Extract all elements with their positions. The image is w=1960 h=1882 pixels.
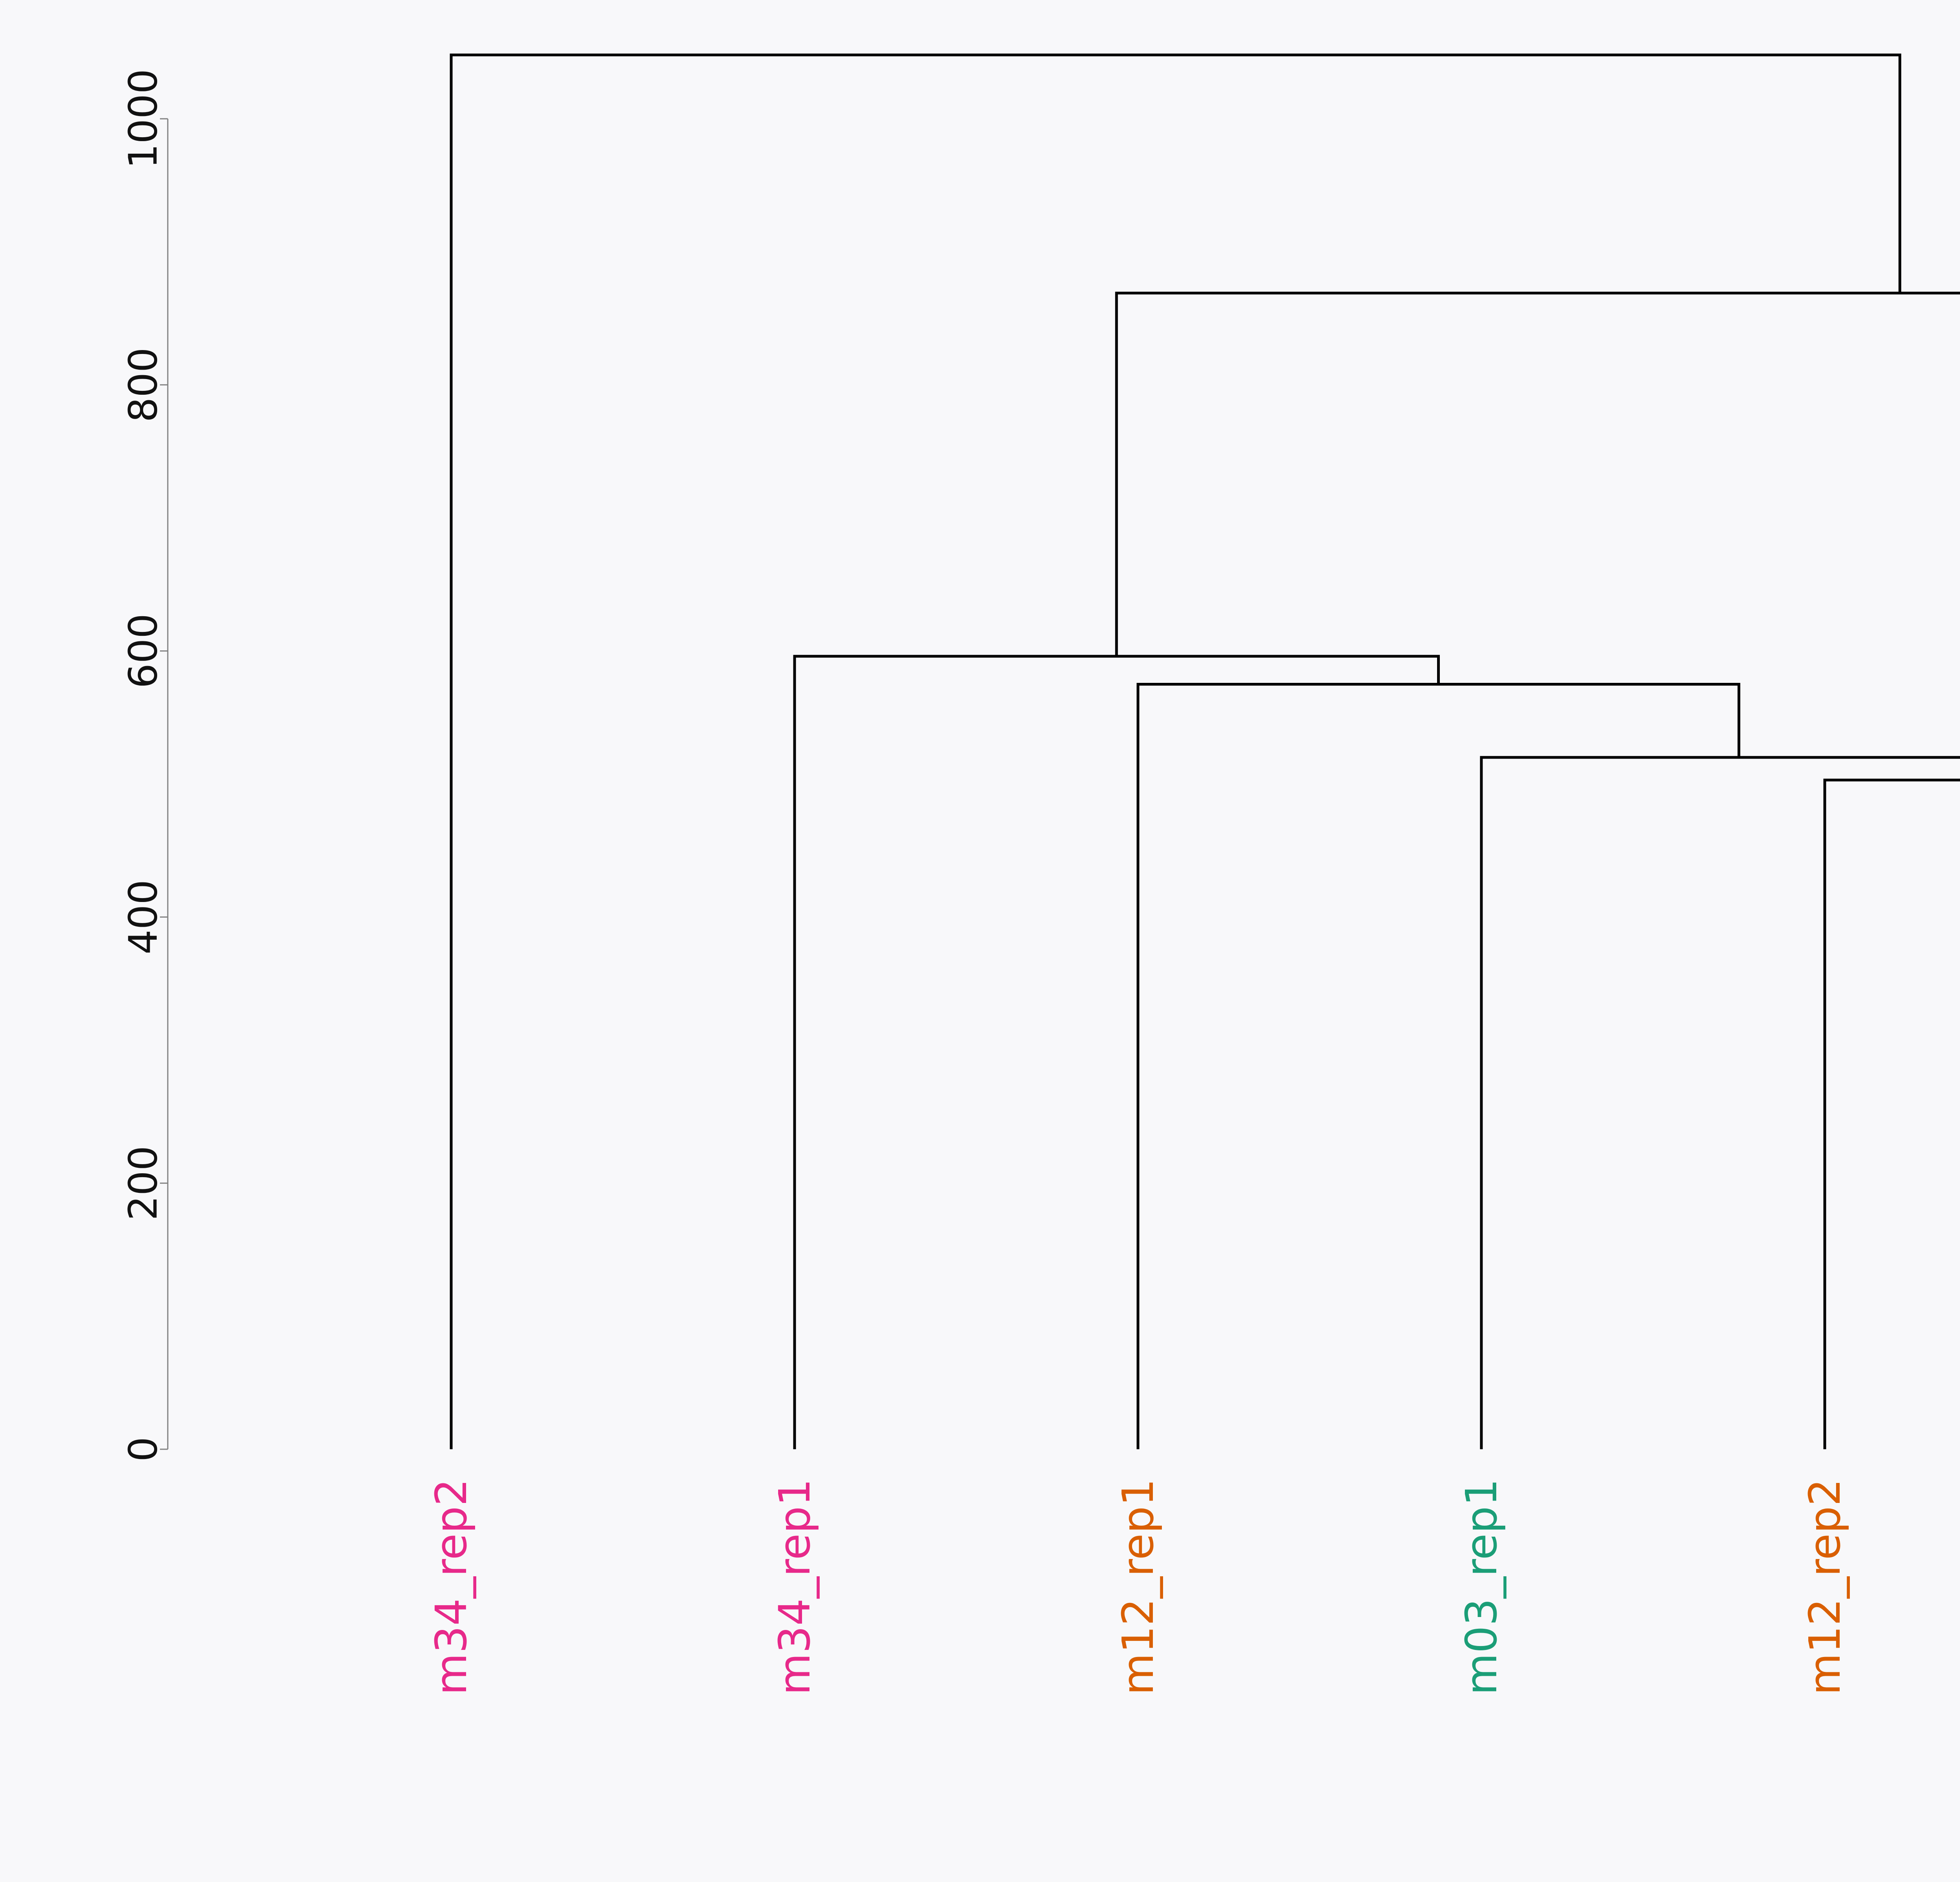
leaf-label-m34_rep1: m34_rep1 bbox=[769, 1479, 820, 1695]
leaf-label-m12_rep2: m12_rep2 bbox=[1800, 1479, 1850, 1695]
y-axis-tick-label: 800 bbox=[120, 347, 166, 422]
leaf-label-m03_rep1: m03_rep1 bbox=[1456, 1479, 1506, 1695]
y-axis-tick-label: 0 bbox=[120, 1437, 166, 1462]
y-axis-tick-label: 1000 bbox=[120, 69, 166, 169]
leaf-label-m34_rep2: m34_rep2 bbox=[426, 1479, 476, 1695]
y-axis-tick-label: 600 bbox=[120, 613, 166, 688]
y-axis-tick-label: 200 bbox=[120, 1146, 166, 1221]
dendrogram-branch-G bbox=[450, 53, 1902, 1449]
y-axis-tick-label: 400 bbox=[120, 880, 166, 955]
dendrogram-branch-A bbox=[1823, 779, 1960, 1449]
leaf-label-m12_rep1: m12_rep1 bbox=[1113, 1479, 1163, 1695]
dendrogram-branch-D bbox=[793, 655, 1440, 1449]
